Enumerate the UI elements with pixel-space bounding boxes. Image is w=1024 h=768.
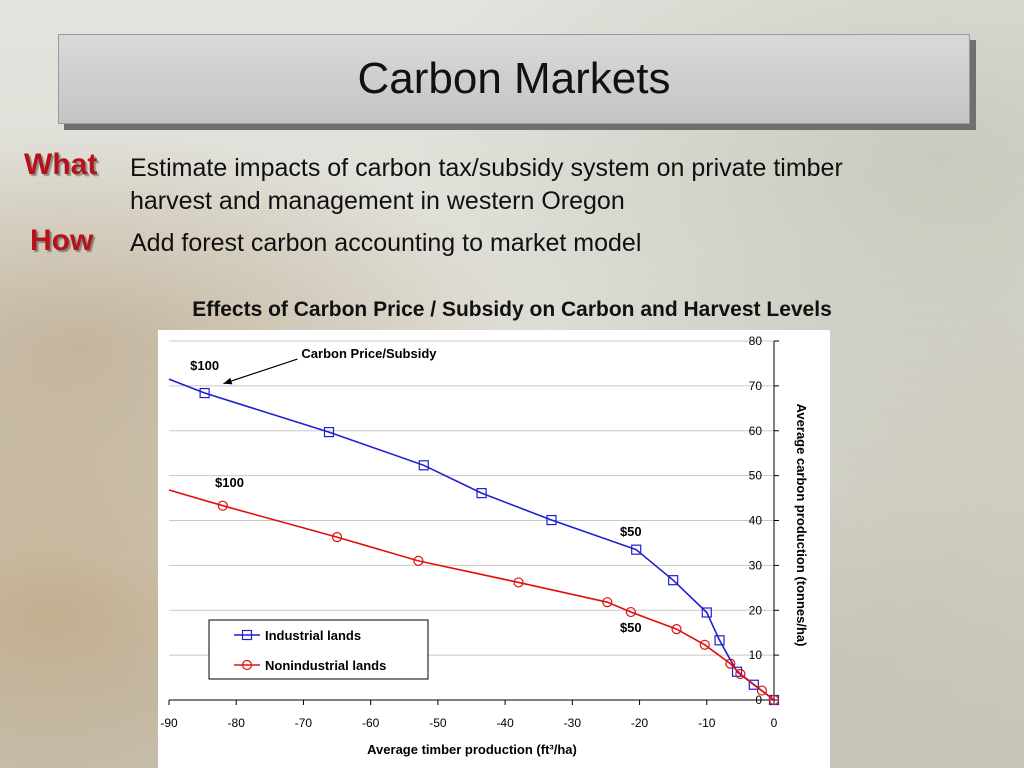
- data-point-square: [631, 544, 642, 555]
- annotation-label: $50: [620, 620, 642, 635]
- data-point-circle: [699, 639, 710, 650]
- axes: 0 10 20 30 40 50 60 70 80 -90 -80 -70 -60 -50 -40 -30 -2…: [160, 334, 779, 730]
- what-label: What: [24, 148, 98, 181]
- data-point-square: [199, 387, 210, 399]
- x-tick-label: 0: [771, 716, 778, 730]
- chart: 0 10 20 30 40 50 60 70 80 -90 -80 -70 -60 -50 -40 -30 -2…: [158, 330, 830, 768]
- annotation-arrow-line: [223, 358, 298, 385]
- x-tick-label: -20: [631, 716, 649, 730]
- x-tick-label: -90: [160, 716, 178, 730]
- data-point-circle: [513, 577, 524, 588]
- y-axis-label: Average carbon production (tonnes/ha): [794, 404, 809, 647]
- data-point-square: [714, 635, 725, 646]
- what-text-line1: Estimate impacts of carbon tax/subsidy s…: [130, 154, 843, 182]
- series-group: [168, 378, 780, 706]
- slide-title: Carbon Markets: [357, 54, 671, 103]
- y-tick-label: 50: [749, 469, 763, 483]
- x-tick-label: -40: [496, 716, 514, 730]
- annotation-label: $100: [215, 475, 244, 490]
- title-bar: Carbon Markets: [58, 34, 970, 124]
- legend: Industrial lands Nonindustrial lands: [208, 619, 429, 680]
- data-point-square: [418, 460, 429, 471]
- data-point-circle: [625, 606, 636, 618]
- y-tick-label: 80: [749, 334, 763, 348]
- chart-title: Effects of Carbon Price / Subsidy on Car…: [192, 298, 832, 321]
- x-tick-label: -80: [228, 716, 246, 730]
- legend-marker-circle: [241, 659, 253, 671]
- x-tick-label: -30: [564, 716, 582, 730]
- y-tick-label: 20: [749, 603, 763, 617]
- annotation-label: $50: [620, 524, 642, 539]
- data-point-circle: [217, 500, 228, 511]
- y-tick-label: 40: [749, 514, 763, 528]
- x-tick-label: -10: [698, 716, 716, 730]
- annotations: $100 $100 $50 $50 Carbon Price/Subsidy: [190, 346, 642, 635]
- data-point-square: [476, 488, 487, 499]
- what-text-line2: harvest and management in western Oregon: [130, 187, 625, 215]
- y-tick-label: 70: [749, 379, 763, 393]
- y-tick-label: 60: [749, 424, 763, 438]
- data-point-circle: [413, 555, 424, 566]
- annotation-arrow-head: [223, 377, 233, 385]
- data-point-square: [701, 607, 712, 618]
- how-text: Add forest carbon accounting to market m…: [130, 229, 642, 257]
- y-tick-label: 30: [749, 558, 763, 572]
- data-point-square: [731, 666, 743, 677]
- data-point-square: [546, 514, 557, 526]
- y-tick-label: 10: [749, 648, 763, 662]
- legend-marker-square: [241, 629, 253, 641]
- data-point-circle: [671, 623, 682, 635]
- how-label: How: [30, 224, 94, 257]
- data-point-circle: [602, 597, 613, 608]
- x-axis-label: Average timber production (ft³/ha): [367, 742, 577, 757]
- data-point-circle: [725, 658, 736, 669]
- data-point-circle: [756, 685, 768, 696]
- legend-label: Industrial lands: [265, 628, 361, 643]
- series-line-1: [168, 489, 775, 701]
- annotation-label: $100: [190, 358, 219, 373]
- grid-lines: [169, 340, 774, 656]
- data-point-circle: [735, 668, 746, 680]
- x-tick-label: -60: [362, 716, 380, 730]
- legend-label: Nonindustrial lands: [265, 658, 386, 673]
- chart-background: [158, 330, 830, 768]
- data-point-square: [323, 426, 335, 438]
- data-point-circle: [768, 694, 780, 706]
- series-line-0: [168, 378, 775, 701]
- data-point-square: [748, 679, 759, 690]
- x-tick-label: -50: [429, 716, 447, 730]
- x-tick-label: -70: [295, 716, 313, 730]
- annotation-label: Carbon Price/Subsidy: [301, 346, 437, 361]
- data-point-circle: [331, 532, 343, 543]
- data-point-square: [668, 575, 679, 586]
